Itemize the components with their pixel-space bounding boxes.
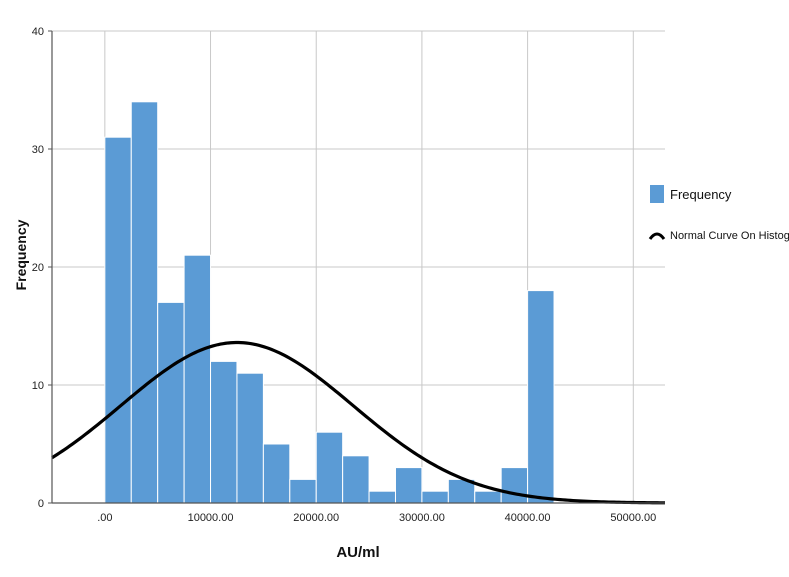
normal-curve-line bbox=[51, 340, 666, 505]
histogram-bar bbox=[289, 478, 317, 504]
y-tick-label: 40 bbox=[32, 26, 44, 38]
normal-curve bbox=[51, 340, 666, 505]
legend-swatch-frequency bbox=[650, 185, 664, 203]
histogram-bars bbox=[104, 101, 555, 504]
x-tick-label: 10000.00 bbox=[188, 512, 234, 524]
legend-swatch-normal-curve bbox=[648, 232, 666, 240]
y-tick-label: 0 bbox=[38, 498, 44, 510]
histogram-bar bbox=[342, 455, 370, 504]
legend-label-normal-curve: Normal Curve On Histogram bbox=[670, 230, 789, 242]
histogram-bar bbox=[368, 490, 396, 504]
y-tick-label: 10 bbox=[32, 380, 44, 392]
histogram-bar bbox=[236, 372, 264, 504]
histogram-bar bbox=[500, 467, 529, 504]
tick-labels: 0 10 20 30 40 .00 10000.00 20000.00 30000.00 4000… bbox=[32, 26, 656, 524]
y-tick-label: 20 bbox=[32, 262, 44, 274]
histogram-bar bbox=[130, 101, 159, 504]
histogram-bar bbox=[157, 301, 185, 504]
histogram-bar bbox=[210, 360, 238, 504]
legend: Frequency Normal Curve On Histogram bbox=[648, 185, 789, 242]
histogram-bar bbox=[262, 443, 291, 504]
x-tick-label: .00 bbox=[97, 512, 112, 524]
histogram-bar bbox=[527, 290, 555, 504]
histogram-bar bbox=[183, 254, 212, 504]
legend-label-frequency: Frequency bbox=[670, 187, 732, 202]
histogram-bar bbox=[474, 490, 502, 504]
x-axis-title: AU/ml bbox=[336, 544, 379, 561]
x-tick-label: 20000.00 bbox=[293, 512, 339, 524]
x-tick-label: 40000.00 bbox=[505, 512, 551, 524]
histogram-bar bbox=[394, 467, 423, 504]
x-tick-label: 30000.00 bbox=[399, 512, 445, 524]
y-axis-title: Frequency bbox=[13, 219, 29, 290]
x-tick-label: 50000.00 bbox=[610, 512, 656, 524]
histogram-bar bbox=[104, 136, 132, 504]
y-tick-label: 30 bbox=[32, 144, 44, 156]
histogram-bar bbox=[421, 490, 449, 504]
histogram-bar bbox=[315, 431, 344, 504]
